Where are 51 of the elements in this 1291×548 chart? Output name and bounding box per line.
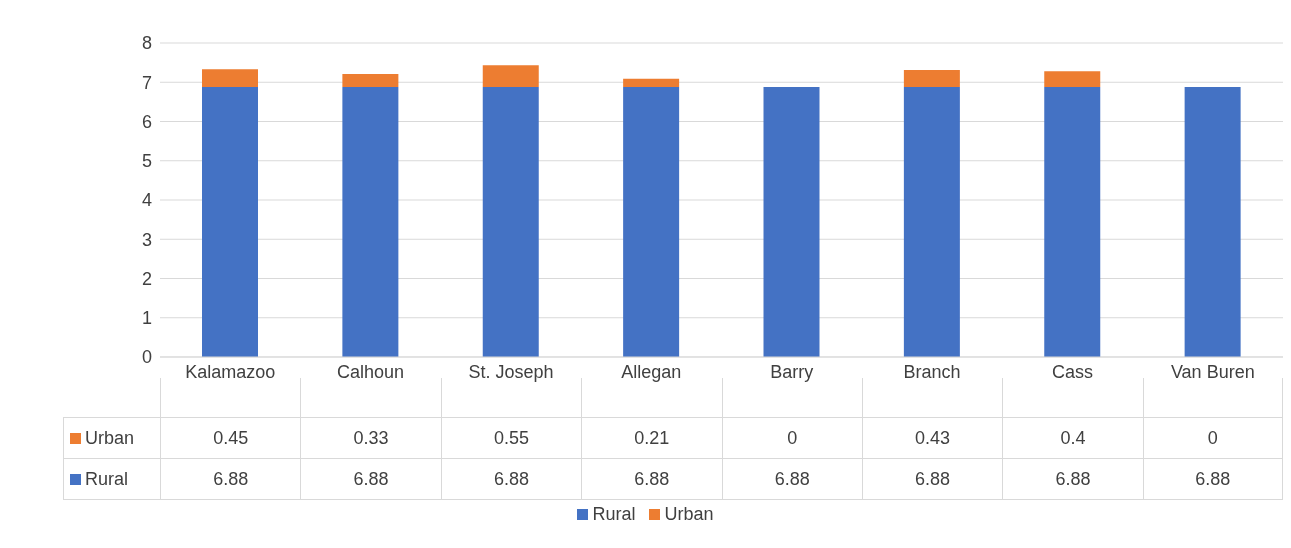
data-label: 0.21 [581,418,722,458]
data-label: 6.88 [160,459,301,499]
bar [1184,86,1241,357]
bar [482,65,539,87]
bar [202,69,258,87]
legend-label: Rural [85,468,129,490]
x-tick-label: St. Joseph [468,361,554,382]
data-label: 0.4 [1002,418,1143,458]
data-label: 6.88 [721,459,862,499]
data-label: 0.33 [300,418,441,458]
y-tick-label: 8 [141,33,152,54]
x-tick-label: Calhoun [337,361,405,382]
bar [482,86,539,357]
y-tick-label: 1 [141,308,152,329]
bar [342,86,399,357]
x-tick-label: Allegan [621,361,682,382]
data-label: 0 [721,418,862,458]
y-tick-label: 6 [141,111,152,132]
bar [903,86,960,357]
y-tick-label: 2 [141,268,152,289]
bar [202,86,258,357]
y-tick-label: 4 [141,190,152,211]
data-label: 0.55 [440,418,582,458]
legend-label: Urban [85,427,135,449]
data-label: 6.88 [300,459,441,499]
x-tick-label: Kalamazoo [185,361,276,382]
data-label: 6.88 [440,459,582,499]
x-tick-label: Cass [1051,361,1093,382]
text: Urban [664,504,714,524]
data-label: 6.88 [1142,459,1283,499]
x-tick-label: Branch [903,361,961,382]
bar [342,74,399,87]
bar [1044,71,1101,87]
data-label: 6.88 [861,459,1003,499]
x-tick-label: Van Buren [1170,361,1255,382]
bar [1044,86,1101,357]
data-label: 0.43 [861,418,1003,458]
data-label: 6.88 [1002,459,1143,499]
y-tick-label: 0 [141,347,152,368]
x-tick-label: Barry [770,361,814,382]
y-tick-label: 5 [141,151,152,172]
text: Rural [592,504,636,524]
bar [623,86,680,357]
y-tick-label: 7 [141,72,152,93]
y-tick-label: 3 [141,229,152,250]
data-label: 0 [1142,418,1283,458]
data-label: 0.45 [160,418,301,458]
data-label: 6.88 [581,459,722,499]
bar [623,78,680,87]
bar [763,86,820,357]
bar [903,70,960,87]
